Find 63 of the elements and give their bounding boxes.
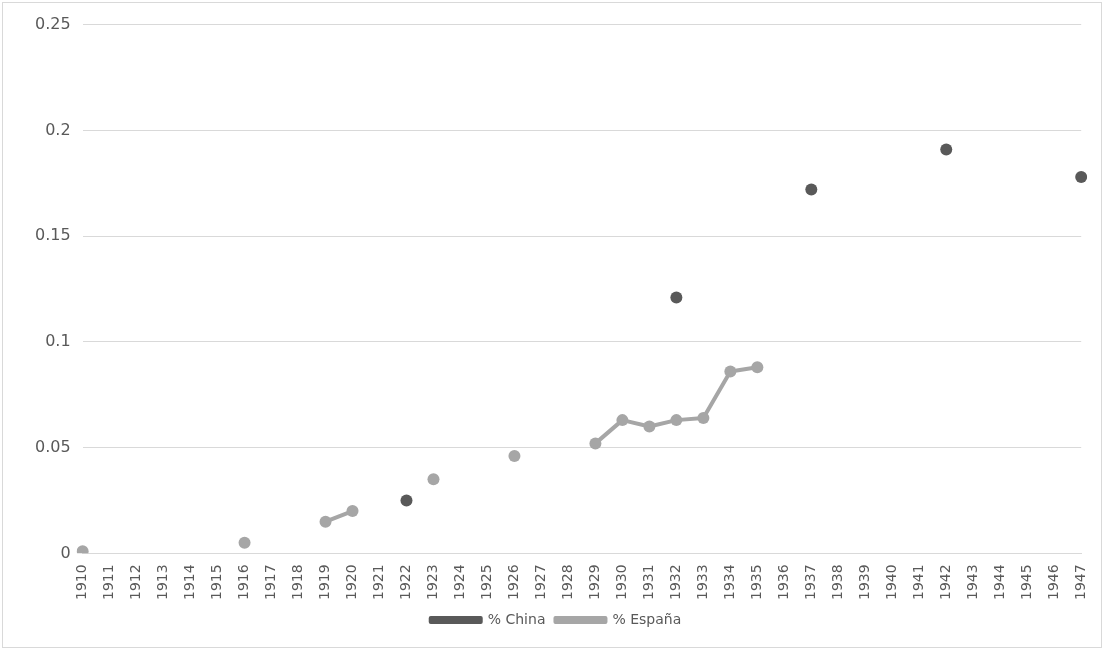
point: [616, 414, 629, 427]
point: [1075, 170, 1088, 183]
y-tick-label: 0.05: [35, 436, 71, 456]
x-tick-label: 1917: [262, 564, 279, 601]
x-tick-label: 1927: [532, 564, 549, 601]
point: [427, 473, 440, 486]
x-tick-label: 1921: [370, 564, 387, 601]
y-tick-label: 0.2: [45, 119, 71, 139]
point: [346, 505, 359, 518]
x-tick-label: 1939: [855, 564, 872, 601]
point: [238, 536, 251, 549]
x-tick-label: 1928: [559, 564, 576, 601]
point: [751, 361, 764, 374]
x-tick-label: 1920: [343, 564, 360, 601]
y-tick-label: 0.1: [45, 331, 71, 351]
x-tick-label: 1935: [747, 564, 764, 601]
x-tick-label: 1933: [694, 564, 710, 601]
x-tick-label: 1944: [990, 564, 1007, 601]
x-tick-label: 1937: [801, 564, 818, 601]
point: [724, 365, 737, 378]
x-tick-label: 1930: [613, 564, 630, 601]
x-tick-label: 1926: [505, 564, 522, 601]
x-tick-label: 1947: [1071, 564, 1088, 601]
legend-label: % China: [487, 610, 546, 627]
x-tick-label: 1918: [289, 564, 306, 601]
x-tick-label: 1934: [720, 564, 737, 601]
point: [940, 143, 953, 156]
x-tick-label: 1916: [235, 564, 252, 601]
x-tick-label: 1923: [424, 564, 441, 601]
x-tick-label: 1938: [828, 564, 845, 601]
point: [670, 291, 683, 304]
x-tick-label: 1943: [963, 564, 980, 601]
x-tick-label: 1945: [1017, 564, 1034, 601]
y-tick-label: 0.15: [35, 225, 71, 245]
x-tick-label: 1929: [586, 564, 603, 601]
x-tick-label: 1946: [1044, 564, 1061, 601]
x-tick-label: 1915: [208, 564, 225, 601]
x-tick-label: 1936: [774, 564, 791, 601]
x-tick-label: 1942: [936, 564, 953, 601]
x-tick-label: 1910: [73, 564, 90, 601]
x-tick-label: 1912: [127, 564, 144, 601]
point: [670, 414, 683, 427]
point: [697, 412, 710, 425]
point: [400, 494, 413, 507]
point: [805, 183, 818, 196]
x-tick-label: 1922: [397, 564, 414, 601]
point: [643, 420, 656, 433]
x-tick-label: 1941: [909, 564, 926, 601]
x-tick-label: 1932: [667, 564, 684, 601]
y-tick-label: 0.25: [35, 13, 71, 33]
x-tick-label: 1931: [640, 564, 657, 601]
x-tick-label: 1913: [154, 564, 171, 601]
x-tick-label: 1924: [451, 564, 468, 601]
x-tick-label: 1914: [181, 564, 198, 601]
y-tick-label: 0: [60, 542, 71, 562]
x-tick-label: 1925: [478, 564, 495, 601]
x-tick-label: 1919: [316, 564, 333, 601]
point: [589, 437, 602, 450]
legend-label: % España: [612, 610, 682, 627]
x-tick-label: 1940: [882, 564, 899, 601]
point: [319, 515, 332, 528]
x-tick-label: 1911: [100, 564, 117, 601]
point: [508, 450, 521, 463]
